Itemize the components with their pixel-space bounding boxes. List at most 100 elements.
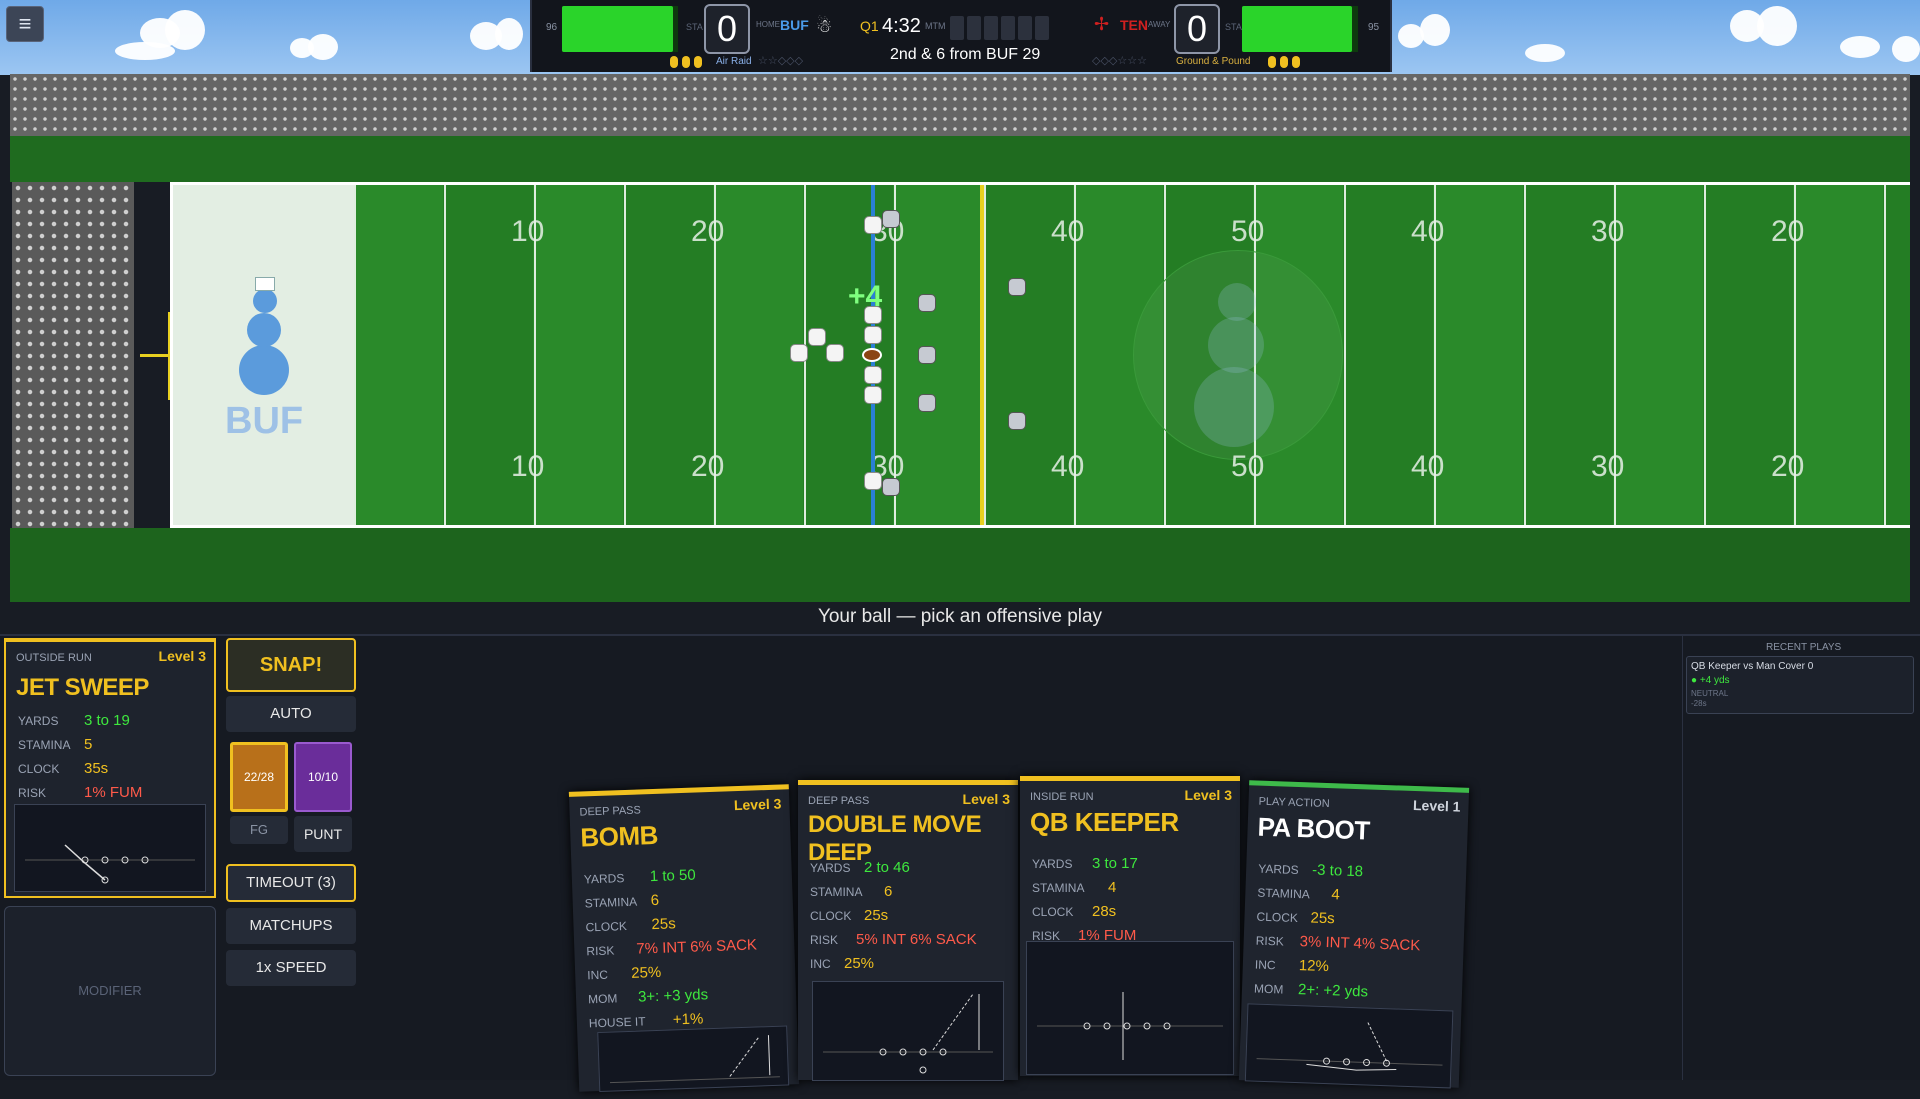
snap-button[interactable]: SNAP!	[226, 638, 356, 692]
play-card-bomb[interactable]: DEEP PASS Level 3 BOMB YARDS 1 to 50 STAM…	[568, 784, 800, 1093]
stat-label: RISK	[1255, 933, 1284, 949]
stat-value: -3 to 18	[1311, 861, 1364, 881]
play-name: JET SWEEP	[16, 674, 149, 701]
punt-counter[interactable]: 10/10	[294, 742, 352, 812]
midfield-logo	[1133, 250, 1343, 460]
player-defense	[1008, 278, 1026, 296]
endzone-team-text: BUF	[225, 400, 304, 442]
auto-button[interactable]: AUTO	[226, 696, 356, 732]
game-clock: 4:32	[882, 15, 921, 37]
away-timeout-pill	[1280, 56, 1288, 68]
play-card-double-move-deep[interactable]: DEEP PASS Level 3 DOUBLE MOVE DEEP YARDS…	[798, 780, 1018, 1081]
stat-label: STAMINA	[18, 738, 71, 752]
away-team-name: TEN	[1120, 17, 1148, 33]
play-level: Level 3	[158, 648, 206, 664]
play-level: Level 3	[1184, 787, 1232, 803]
stat-label: RISK	[1032, 929, 1061, 943]
stat-label: STAMINA	[810, 885, 863, 899]
goal-post	[140, 354, 174, 357]
play-type: PLAY ACTION	[1258, 795, 1330, 811]
yard-number: 10	[511, 215, 545, 248]
stat-label: CLOCK	[1256, 909, 1299, 926]
stat-value: 3 to 17	[1092, 855, 1138, 872]
field-goal-button[interactable]: FG	[230, 816, 288, 844]
endzone: BUF	[173, 185, 354, 525]
stat-value: 6	[884, 883, 893, 900]
play-card-pa-boot[interactable]: PLAY ACTION Level 1 PA BOOT YARDS -3 to 1…	[1238, 780, 1470, 1089]
stat-label: HOUSE IT	[588, 1014, 646, 1031]
yard-number: 40	[1411, 215, 1445, 248]
play-type: DEEP PASS	[579, 804, 642, 819]
stat-label: STAMINA	[1032, 881, 1085, 895]
home-team-name: BUF	[780, 17, 809, 33]
yard-number: 20	[691, 450, 725, 483]
home-side-label: HOME	[756, 20, 780, 29]
play-card-qb-keeper[interactable]: INSIDE RUN Level 3 QB KEEPER YARDS 3 to 1…	[1020, 776, 1240, 1076]
yard-number: 30	[1591, 450, 1625, 483]
stat-label: YARDS	[1032, 857, 1073, 871]
selected-play-card: OUTSIDE RUN Level 3 JET SWEEP YARDS 3 to …	[4, 638, 216, 898]
momentum-segment	[950, 16, 964, 40]
speed-button[interactable]: 1x SPEED	[226, 950, 356, 986]
field-goal-counter[interactable]: 22/28	[230, 742, 288, 812]
stat-value: 1% FUM	[84, 784, 143, 801]
yard-number: 10	[511, 450, 545, 483]
stat-label: RISK	[586, 943, 615, 959]
goal-post-crossbar	[168, 312, 171, 400]
home-stamina-label: STA	[686, 22, 703, 32]
play-name: BOMB	[579, 819, 659, 853]
yard-number: 20	[1771, 450, 1805, 483]
home-timeout-pill	[670, 56, 678, 68]
modifier-slot[interactable]: MODIFIER	[4, 906, 216, 1076]
first-down-line	[980, 185, 984, 525]
timeout-button[interactable]: TIMEOUT (3)	[226, 864, 356, 902]
menu-icon: ≡	[18, 11, 32, 36]
away-timeout-pill	[1292, 56, 1300, 68]
player-defense	[918, 294, 936, 312]
sideline-top	[10, 136, 1910, 182]
recent-play-result: ● +4 yds	[1691, 675, 1730, 686]
momentum-segment	[1035, 16, 1049, 40]
play-level: Level 3	[962, 791, 1010, 807]
snowman-icon: ☃	[816, 16, 833, 36]
play-diagram	[812, 981, 1004, 1081]
matchups-button[interactable]: MATCHUPS	[226, 908, 356, 944]
status-message: Your ball — pick an offensive play	[817, 606, 1103, 627]
stat-value: 25%	[630, 963, 662, 982]
football-field: BUF 10 20 30 40 50 40 30 20 10 20 30 40 …	[170, 182, 1910, 528]
away-gameplan: Ground & Pound	[1176, 56, 1251, 67]
stat-label: YARDS	[1257, 861, 1299, 878]
recent-plays-title: RECENT PLAYS	[1766, 642, 1842, 653]
player-offense	[826, 344, 844, 362]
stat-value: 3+: +3 yds	[637, 986, 709, 1006]
stat-label: MOM	[587, 991, 618, 1007]
recent-play-time: -28s	[1691, 699, 1707, 708]
yard-number: 40	[1051, 450, 1085, 483]
stat-label: INC	[1254, 957, 1276, 973]
play-diagram	[1244, 1003, 1454, 1089]
play-type: DEEP PASS	[808, 795, 870, 807]
stat-value: 35s	[84, 760, 109, 777]
stat-value: 5	[84, 736, 93, 753]
play-type: OUTSIDE RUN	[16, 652, 92, 664]
player-offense	[864, 472, 882, 490]
modifier-label: MODIFIER	[78, 983, 142, 998]
recent-play-item[interactable]: QB Keeper vs Man Cover 0 ● +4 yds NEUTRA…	[1686, 656, 1914, 714]
down-and-distance: 2nd & 6 from BUF 29	[890, 46, 1041, 63]
stat-label: CLOCK	[585, 918, 628, 935]
football-icon	[862, 348, 882, 362]
sideline-bottom	[10, 528, 1910, 602]
stat-value: 2 to 46	[864, 859, 910, 876]
punt-button[interactable]: PUNT	[294, 816, 352, 852]
player-offense	[864, 326, 882, 344]
player-defense	[1008, 412, 1026, 430]
play-diagram	[597, 1025, 790, 1093]
stat-label: INC	[810, 957, 831, 971]
momentum-label: MTM	[925, 21, 946, 31]
stat-value: 3% INT 4% SACK	[1299, 933, 1421, 955]
home-timeout-pill	[682, 56, 690, 68]
snowman-icon	[239, 345, 289, 395]
stat-value: 1 to 50	[649, 866, 696, 886]
away-momentum-stars: ◇◇◇☆☆☆	[1092, 55, 1147, 67]
menu-button[interactable]: ≡	[6, 6, 44, 42]
